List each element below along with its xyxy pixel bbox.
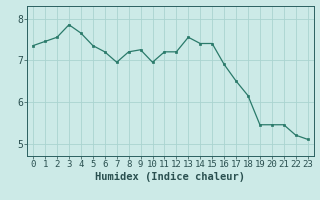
X-axis label: Humidex (Indice chaleur): Humidex (Indice chaleur) (95, 172, 245, 182)
